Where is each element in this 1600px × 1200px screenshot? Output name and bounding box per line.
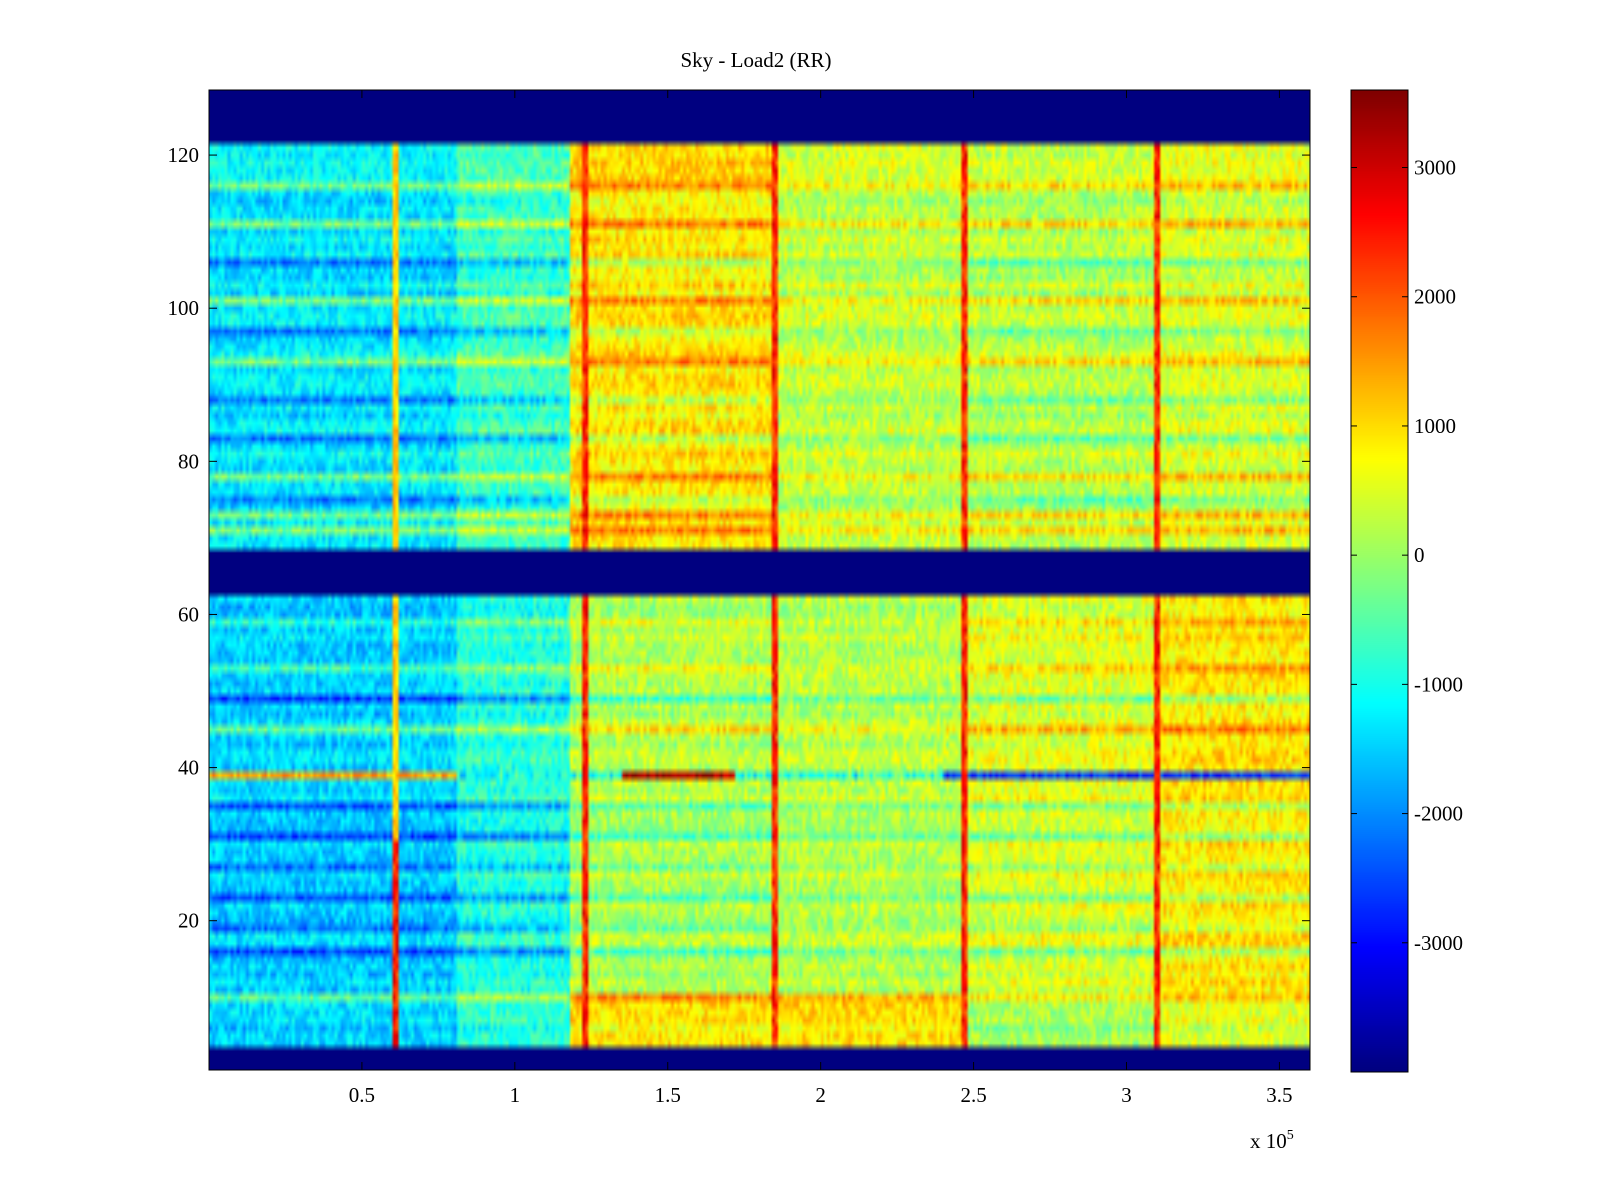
y-axis: 20 40 60 80 100 120 <box>168 143 1310 933</box>
colorbar-tick-label: 2000 <box>1414 285 1456 309</box>
x-axis: 0.5 1 1.5 2 2.5 3 3.5 <box>349 90 1293 1107</box>
colorbar: -3000 -2000 -1000 0 1000 2000 3000 <box>1350 89 1463 1073</box>
x-exponent-label: x 105 <box>1250 1128 1294 1153</box>
y-tick-label: 60 <box>178 602 199 626</box>
x-tick-label: 2 <box>815 1083 826 1107</box>
colorbar-tick-label: -3000 <box>1414 931 1463 955</box>
colorbar-tick-label: -1000 <box>1414 672 1463 696</box>
x-tick-label: 3 <box>1121 1083 1132 1107</box>
colorbar-tick-label: 3000 <box>1414 156 1456 180</box>
colorbar-tick-label: 1000 <box>1414 414 1456 438</box>
colorbar-frame <box>1350 89 1409 1073</box>
y-tick-label: 120 <box>168 143 200 167</box>
chart-title: Sky - Load2 (RR) <box>680 48 831 72</box>
x-tick-label: 0.5 <box>349 1083 375 1107</box>
plot-frame <box>208 89 1311 1071</box>
x-tick-label: 1.5 <box>655 1083 681 1107</box>
y-tick-label: 80 <box>178 449 199 473</box>
colorbar-gradient <box>1351 90 1408 1072</box>
colorbar-ticks: -3000 -2000 -1000 0 1000 2000 3000 <box>1351 156 1463 955</box>
y-tick-label: 20 <box>178 909 199 933</box>
y-tick-label: 40 <box>178 756 199 780</box>
y-tick-label: 100 <box>168 296 200 320</box>
x-tick-label: 1 <box>510 1083 521 1107</box>
heatmap-plot-area <box>208 89 1311 1071</box>
heatmap-image <box>209 90 1310 1070</box>
colorbar-tick-label: -2000 <box>1414 802 1463 826</box>
x-tick-label: 3.5 <box>1266 1083 1292 1107</box>
colorbar-tick-label: 0 <box>1414 543 1425 567</box>
x-tick-label: 2.5 <box>960 1083 986 1107</box>
